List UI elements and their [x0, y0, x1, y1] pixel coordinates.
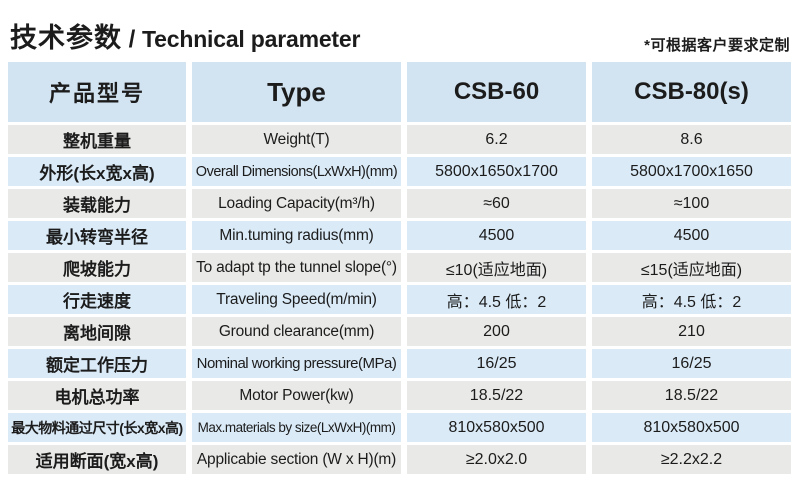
row-value-csb60: 高：4.5 低：2: [407, 285, 586, 314]
table-row: 最小转弯半径 Min.tuming radius(mm) 4500 4500: [8, 221, 792, 250]
table-row: 整机重量 Weight(T) 6.2 8.6: [8, 125, 792, 154]
row-label-en: Weight(T): [192, 125, 401, 154]
page-title-separator: /: [122, 26, 143, 53]
row-value-csb80: 810x580x500: [592, 413, 791, 442]
row-value-csb80: ≈100: [592, 189, 791, 218]
row-label-en: Min.tuming radius(mm): [192, 221, 401, 250]
row-value-csb60: 200: [407, 317, 586, 346]
row-value-csb80: 18.5/22: [592, 381, 791, 410]
row-value-csb80: ≥2.2x2.2: [592, 445, 791, 474]
row-label-en: Overall Dimensions(LxWxH)(mm): [192, 157, 401, 186]
row-label-zh: 装载能力: [8, 189, 186, 218]
header-model-csb80: CSB-80(s): [592, 62, 791, 122]
row-value-csb60: ≤10(适应地面): [407, 253, 586, 282]
page-title-english: Technical parameter: [142, 26, 361, 52]
row-label-zh: 整机重量: [8, 125, 186, 154]
page-title-chinese: 技术参数: [10, 23, 122, 53]
table-header-row: 产品型号 Type CSB-60 CSB-80(s): [8, 62, 792, 122]
page-title: 技术参数 / Technical parameter: [10, 16, 360, 55]
row-value-csb80: 16/25: [592, 349, 791, 378]
row-value-csb60: 810x580x500: [407, 413, 586, 442]
row-value-csb60: 5800x1650x1700: [407, 157, 586, 186]
table-row: 最大物料通过尺寸(长x宽x高) Max.materials by size(Lx…: [8, 413, 792, 442]
table-row: 电机总功率 Motor Power(kw) 18.5/22 18.5/22: [8, 381, 792, 410]
customization-note: *可根据客户要求定制: [644, 37, 790, 54]
table-row: 行走速度 Traveling Speed(m/min) 高：4.5 低：2 高：…: [8, 285, 792, 314]
row-label-en: Nominal working pressure(MPa): [192, 349, 401, 378]
row-label-zh: 爬坡能力: [8, 253, 186, 282]
row-label-zh: 适用断面(宽x高): [8, 445, 186, 474]
table-row: 爬坡能力 To adapt tp the tunnel slope(°) ≤10…: [8, 253, 792, 282]
row-value-csb80: 210: [592, 317, 791, 346]
row-value-csb60: 4500: [407, 221, 586, 250]
header-product-model: 产品型号: [8, 62, 186, 122]
row-value-csb60: ≥2.0x2.0: [407, 445, 586, 474]
row-label-en: Loading Capacity(m³/h): [192, 189, 401, 218]
row-label-en: Applicabie section (W x H)(m): [192, 445, 401, 474]
table-row: 适用断面(宽x高) Applicabie section (W x H)(m) …: [8, 445, 792, 474]
row-value-csb80: 5800x1700x1650: [592, 157, 791, 186]
row-label-en: Max.materials by size(LxWxH)(mm): [192, 413, 401, 442]
table-row: 装载能力 Loading Capacity(m³/h) ≈60 ≈100: [8, 189, 792, 218]
row-value-csb60: 16/25: [407, 349, 586, 378]
table-row: 离地间隙 Ground clearance(mm) 200 210: [8, 317, 792, 346]
header-type: Type: [192, 62, 401, 122]
header-model-csb60: CSB-60: [407, 62, 586, 122]
table-row: 外形(长x宽x高) Overall Dimensions(LxWxH)(mm) …: [8, 157, 792, 186]
row-label-zh: 电机总功率: [8, 381, 186, 410]
table-row: 额定工作压力 Nominal working pressure(MPa) 16/…: [8, 349, 792, 378]
row-label-zh: 外形(长x宽x高): [8, 157, 186, 186]
row-label-en: Motor Power(kw): [192, 381, 401, 410]
row-value-csb60: 18.5/22: [407, 381, 586, 410]
row-label-zh: 额定工作压力: [8, 349, 186, 378]
row-label-en: To adapt tp the tunnel slope(°): [192, 253, 401, 282]
technical-parameter-table: 产品型号 Type CSB-60 CSB-80(s) 整机重量 Weight(T…: [8, 62, 792, 477]
row-value-csb60: ≈60: [407, 189, 586, 218]
row-label-zh: 离地间隙: [8, 317, 186, 346]
row-label-zh: 最大物料通过尺寸(长x宽x高): [8, 413, 186, 442]
row-label-zh: 最小转弯半径: [8, 221, 186, 250]
row-value-csb80: 高：4.5 低：2: [592, 285, 791, 314]
row-value-csb80: ≤15(适应地面): [592, 253, 791, 282]
row-value-csb80: 4500: [592, 221, 791, 250]
row-label-zh: 行走速度: [8, 285, 186, 314]
row-value-csb80: 8.6: [592, 125, 791, 154]
table-body: 整机重量 Weight(T) 6.2 8.6 外形(长x宽x高) Overall…: [8, 125, 792, 474]
row-label-en: Traveling Speed(m/min): [192, 285, 401, 314]
row-value-csb60: 6.2: [407, 125, 586, 154]
row-label-en: Ground clearance(mm): [192, 317, 401, 346]
